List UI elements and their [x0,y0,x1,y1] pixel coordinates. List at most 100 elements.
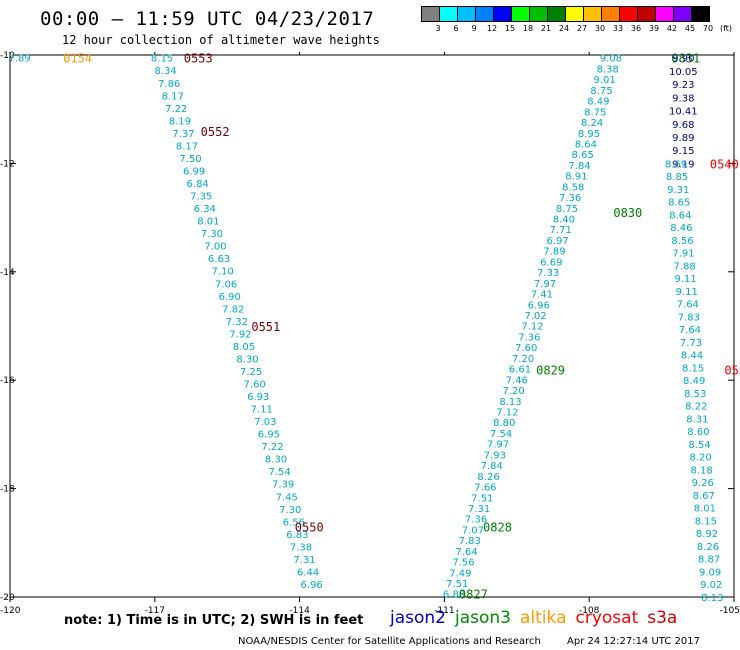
wave-height-value: 8.17 [162,91,184,102]
wave-height-value: 7.45 [276,492,298,503]
wave-height-value: 8.18 [691,465,713,476]
wave-height-value: 8.65 [572,150,594,161]
wave-height-value: 8.56 [671,236,693,247]
wave-height-value: 8.40 [553,215,575,226]
wave-height-value: 8.85 [666,172,688,183]
wave-height-value: 6.97 [546,236,568,247]
wave-height-value: 9.68 [672,120,694,131]
wave-height-value: 8.60 [687,427,709,438]
wave-height-value: 7.84 [481,461,503,472]
wave-height-value: 7.37 [172,129,194,140]
wave-height-value: 8.92 [696,529,718,540]
color-scale-label: 9 [471,24,477,33]
wave-height-value: 10.41 [669,107,698,118]
wave-height-value: 7.93 [484,450,506,461]
wave-height-value: 8.01 [197,217,219,228]
x-tick-label: -114 [289,606,310,616]
wave-height-value: 8.15 [695,516,717,527]
footer-organization: NOAA/NESDIS Center for Satellite Applica… [238,636,541,647]
wave-height-value: 7.64 [679,325,701,336]
wave-height-value: 6.90 [219,292,241,303]
wave-height-value: 7.83 [678,312,700,323]
time-label: 0553 [184,52,213,66]
color-scale-label: 33 [612,24,624,33]
wave-height-value: 7.36 [465,515,487,526]
wave-height-value: 9.01 [594,75,616,86]
wave-height-value: 8.20 [689,453,711,464]
color-scale-label: 6 [453,24,459,33]
wave-height-value: 7.25 [240,367,262,378]
wave-height-value: 7.51 [471,493,493,504]
wave-height-value: 7.83 [459,536,481,547]
wave-height-value: 7.88 [673,261,695,272]
wave-height-value: 7.66 [474,483,496,494]
wave-height-value: 7.86 [158,79,180,90]
footer-timestamp: Apr 24 12:27:14 UTC 2017 [567,636,700,647]
wave-height-value: 8.53 [684,389,706,400]
wave-height-value: 7.39 [272,480,294,491]
wave-height-value: 9.09 [699,567,721,578]
color-scale-label: 27 [576,24,588,33]
wave-height-value: 8.75 [584,107,606,118]
wave-height-value: 7.02 [524,311,546,322]
wave-height-value: 7.71 [550,225,572,236]
color-scale-label: 15 [504,24,516,33]
wave-height-value: 9.31 [667,185,689,196]
wave-height-value: 6.93 [247,392,269,403]
wave-height-value: 7.00 [204,242,226,253]
time-label: 0552 [201,125,230,139]
wave-height-value: 6.83 [286,530,308,541]
wave-height-value: 8.15 [151,54,173,65]
wave-height-value: 7.54 [268,467,290,478]
color-scale-label: (ft) [719,24,733,33]
color-scale-swatch [691,6,710,22]
time-label: 0827 [459,588,488,602]
wave-height-value: 9.89 [672,133,694,144]
wave-height-value: 7.36 [559,193,581,204]
wave-height-value: 6.34 [194,204,216,215]
wave-height-value: 6.44 [297,567,319,578]
wave-height-value: 8.26 [477,472,499,483]
wave-height-value: 7.30 [279,505,301,516]
wave-height-value: 7.12 [496,407,518,418]
wave-height-value: 8.67 [693,491,715,502]
wave-height-value: 7.30 [201,229,223,240]
wave-height-value: 8.64 [575,139,597,150]
wave-height-value: 7.22 [165,104,187,115]
wave-height-value: 8.30 [236,354,258,365]
time-label: 0539 [724,363,740,377]
wave-height-value: 6.56 [283,517,305,528]
wave-height-value: 10.05 [669,67,698,78]
time-label: 0830 [613,206,642,220]
wave-height-value: 8.46 [670,223,692,234]
wave-height-value: 7.38 [290,542,312,553]
wave-height-value: 6.84 [187,179,209,190]
wave-height-color-scale: 3 6 9 12 15 18 21 24 27 30 33 36 39 42 45 70 (ft) [421,6,740,34]
wave-height-value: 7.91 [672,249,694,260]
satellite-legend-entry: altika [520,608,567,628]
y-tick-label: -12 [0,159,15,169]
satellite-legend-entry: cryosat [575,608,639,628]
wave-height-value: 7.60 [244,380,266,391]
wave-height-value: 8.75 [590,86,612,97]
color-scale-label: 30 [594,24,606,33]
wave-height-value: 6.61 [509,365,531,376]
wave-height-value: 8.13 [499,397,521,408]
wave-height-value: 9.08 [600,54,622,65]
y-tick-label: -20 [0,593,15,603]
chart-subtitle: 12 hour collection of altimeter wave hei… [62,33,380,47]
x-tick-label: -117 [145,606,165,616]
wave-height-value: 8.44 [681,351,703,362]
wave-height-value: 7.32 [226,317,248,328]
color-scale-label: 3 [435,24,441,33]
wave-height-value: 8.80 [493,418,515,429]
x-tick-label: -108 [579,606,600,616]
wave-height-value: 8.13 [701,593,723,604]
wave-height-value: 7.51 [446,579,468,590]
wave-height-value: 7.50 [179,154,201,165]
time-label: 0550 [295,521,324,535]
wave-height-value: 9.19 [672,159,694,170]
wave-height-value: 8.64 [669,210,691,221]
